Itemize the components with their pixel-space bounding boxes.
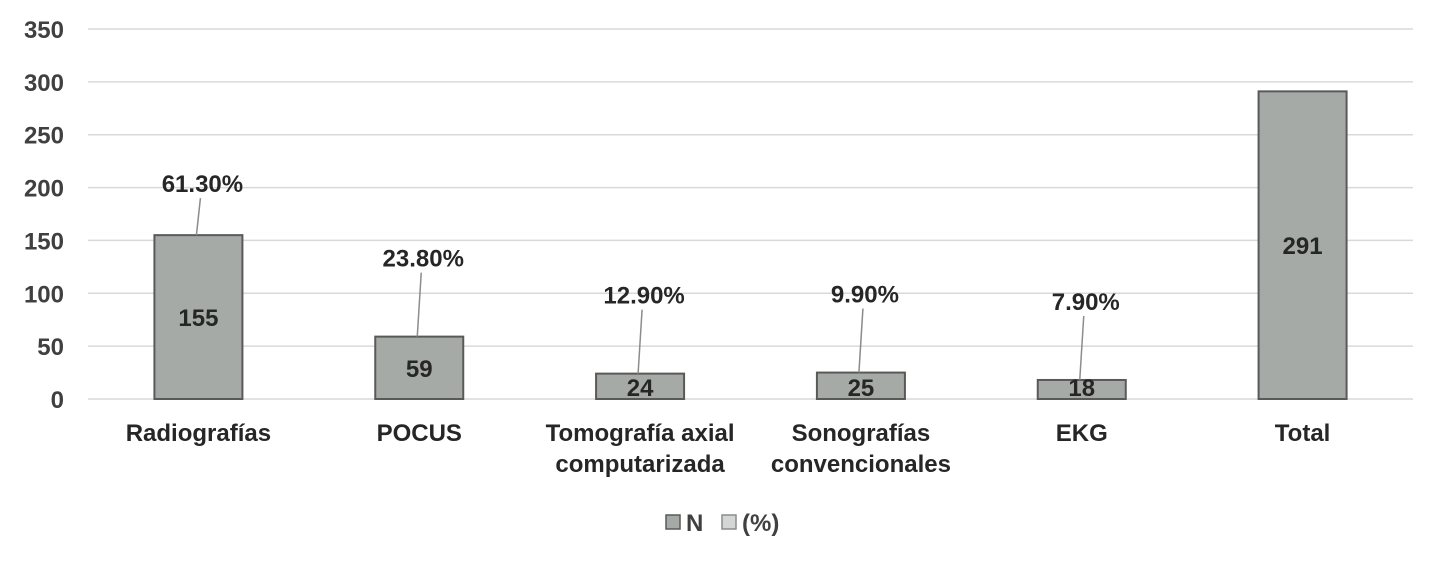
value-label: 24 (627, 375, 654, 402)
leader-line (637, 309, 643, 374)
y-tick-label: 150 (24, 228, 64, 255)
gridlines (88, 28, 1413, 400)
category-label: computarizada (555, 451, 725, 478)
percent-label: 7.90% (1052, 289, 1120, 316)
value-label: 59 (406, 356, 433, 383)
category-label: Sonografías (792, 420, 931, 447)
y-tick-label: 200 (24, 176, 64, 203)
category-label: convencionales (771, 451, 951, 478)
category-label: Tomografía axial (546, 420, 735, 447)
legend-label-n: N (686, 510, 703, 537)
x-axis-categories: Radiografías POCUS Tomografía axial computa… (126, 420, 1331, 478)
legend-label-pct: (%) (742, 510, 779, 537)
category-label: Radiografías (126, 420, 271, 447)
leader-line (1079, 315, 1085, 381)
bar (815, 371, 906, 401)
y-axis-ticks: 0 50 100 150 200 250 300 350 (24, 17, 64, 414)
category-label: POCUS (377, 420, 462, 447)
leader-line (195, 198, 202, 236)
legend-swatch-pct (721, 514, 737, 530)
bars (153, 90, 1348, 401)
bar (153, 234, 244, 400)
bar (1257, 90, 1348, 400)
value-label: 25 (848, 375, 875, 402)
bar (1036, 378, 1127, 401)
y-tick-label: 350 (24, 17, 64, 44)
value-label: 155 (178, 305, 218, 332)
value-label: 18 (1068, 375, 1095, 402)
y-tick-label: 250 (24, 123, 64, 150)
value-label: 291 (1283, 233, 1323, 260)
leader-line (858, 308, 864, 373)
percent-label: 12.90% (603, 283, 684, 310)
bar (374, 335, 465, 400)
leader-line (416, 272, 422, 337)
y-tick-label: 0 (51, 387, 64, 414)
percent-label: 9.90% (831, 282, 899, 309)
percent-label: 61.30% (162, 171, 243, 198)
y-tick-label: 300 (24, 70, 64, 97)
category-label: Total (1275, 420, 1331, 447)
y-tick-label: 50 (37, 334, 64, 361)
legend: N (%) (665, 510, 779, 537)
legend-swatch-n (665, 514, 681, 530)
data-labels: 155 61.30% 59 23.80% 24 12.90% 25 9.90% 18 7.90% 2… (162, 171, 1323, 402)
percent-leader-lines (195, 198, 1085, 381)
bar (595, 372, 686, 400)
category-label: EKG (1056, 420, 1108, 447)
y-tick-label: 100 (24, 281, 64, 308)
percent-label: 23.80% (383, 246, 464, 273)
